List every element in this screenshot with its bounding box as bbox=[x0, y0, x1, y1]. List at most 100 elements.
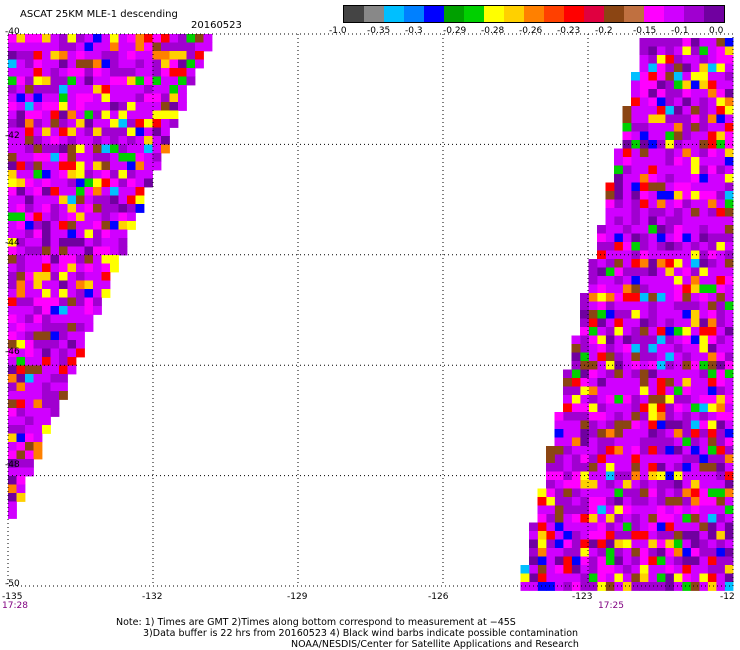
data-cell bbox=[656, 539, 666, 549]
data-cell bbox=[580, 369, 589, 379]
data-cell bbox=[648, 97, 657, 107]
data-cell bbox=[554, 548, 564, 557]
data-cell bbox=[707, 63, 717, 73]
data-cell bbox=[707, 522, 717, 532]
data-cell bbox=[639, 233, 649, 243]
data-cell bbox=[682, 420, 691, 430]
data-cell bbox=[161, 42, 170, 52]
data-cell bbox=[648, 276, 657, 285]
data-cell bbox=[665, 386, 674, 396]
data-cell bbox=[16, 51, 26, 60]
data-cell bbox=[76, 272, 85, 281]
data-cell bbox=[546, 471, 555, 481]
data-cell bbox=[580, 412, 589, 421]
data-cell bbox=[571, 335, 581, 345]
data-cell bbox=[93, 195, 102, 205]
data-cell bbox=[707, 199, 717, 209]
data-cell bbox=[33, 238, 43, 247]
data-cell bbox=[110, 42, 119, 52]
data-cell bbox=[33, 34, 43, 43]
data-cell bbox=[673, 335, 683, 345]
data-cell bbox=[699, 548, 708, 557]
data-cell bbox=[639, 582, 649, 591]
data-cell bbox=[76, 187, 85, 196]
data-cell bbox=[59, 289, 68, 298]
data-cell bbox=[580, 488, 589, 498]
data-cell bbox=[699, 531, 708, 540]
data-cell bbox=[699, 556, 708, 566]
data-cell bbox=[665, 378, 674, 387]
data-cell bbox=[682, 344, 691, 353]
data-cell bbox=[682, 284, 691, 294]
data-cell bbox=[42, 144, 51, 154]
data-cell bbox=[622, 522, 632, 532]
data-cell bbox=[707, 80, 717, 90]
data-cell bbox=[639, 140, 649, 149]
data-cell bbox=[724, 522, 734, 532]
data-cell bbox=[554, 480, 564, 489]
data-cell bbox=[588, 556, 598, 566]
data-cell bbox=[614, 565, 623, 574]
data-cell bbox=[33, 204, 43, 213]
data-cell bbox=[59, 246, 68, 256]
data-cell bbox=[639, 531, 649, 540]
data-cell bbox=[605, 310, 615, 319]
data-cell bbox=[614, 233, 623, 243]
data-cell bbox=[42, 204, 51, 213]
data-cell bbox=[673, 242, 683, 251]
data-cell bbox=[622, 216, 632, 226]
data-cell bbox=[76, 246, 85, 256]
colorbar-swatch bbox=[664, 6, 684, 22]
data-cell bbox=[631, 471, 640, 481]
data-cell bbox=[25, 170, 34, 179]
data-cell bbox=[682, 361, 691, 370]
data-cell bbox=[614, 216, 623, 226]
data-cell bbox=[639, 352, 649, 362]
data-cell bbox=[707, 548, 717, 557]
data-cell bbox=[682, 267, 691, 277]
data-cell bbox=[699, 522, 708, 532]
data-cell bbox=[682, 63, 691, 73]
data-cell bbox=[118, 110, 128, 120]
data-cell bbox=[639, 97, 649, 107]
data-cell bbox=[50, 229, 60, 239]
data-cell bbox=[8, 323, 17, 332]
data-cell bbox=[665, 369, 674, 379]
data-cell bbox=[631, 369, 640, 379]
data-cell bbox=[673, 505, 683, 515]
data-cell bbox=[580, 514, 589, 523]
data-cell bbox=[59, 331, 68, 341]
data-cell bbox=[639, 182, 649, 192]
data-cell bbox=[665, 63, 674, 73]
data-cell bbox=[127, 204, 136, 213]
data-cell bbox=[537, 497, 547, 506]
data-cell bbox=[50, 272, 60, 281]
colorbar-swatch bbox=[384, 6, 404, 22]
data-cell bbox=[622, 556, 632, 566]
data-cell bbox=[118, 212, 128, 222]
data-cell bbox=[8, 221, 17, 230]
data-cell bbox=[605, 454, 615, 464]
colorbar-swatch bbox=[484, 6, 504, 22]
data-cell bbox=[144, 93, 153, 103]
data-cell bbox=[631, 310, 640, 319]
data-cell bbox=[673, 420, 683, 430]
data-cell bbox=[580, 556, 589, 566]
data-cell bbox=[25, 187, 34, 196]
data-cell bbox=[639, 471, 649, 481]
data-cell bbox=[673, 531, 683, 540]
data-cell bbox=[169, 93, 179, 103]
data-cell bbox=[656, 454, 666, 464]
data-cell bbox=[716, 284, 725, 294]
data-cell bbox=[699, 471, 708, 481]
data-cell bbox=[656, 446, 666, 455]
data-cell bbox=[25, 119, 34, 128]
data-cell bbox=[631, 216, 640, 226]
data-cell bbox=[50, 340, 60, 349]
data-cell bbox=[580, 497, 589, 506]
data-cell bbox=[67, 272, 77, 281]
data-cell bbox=[186, 51, 196, 60]
data-cell bbox=[33, 178, 43, 188]
data-cell bbox=[707, 242, 717, 251]
data-cell bbox=[673, 548, 683, 557]
